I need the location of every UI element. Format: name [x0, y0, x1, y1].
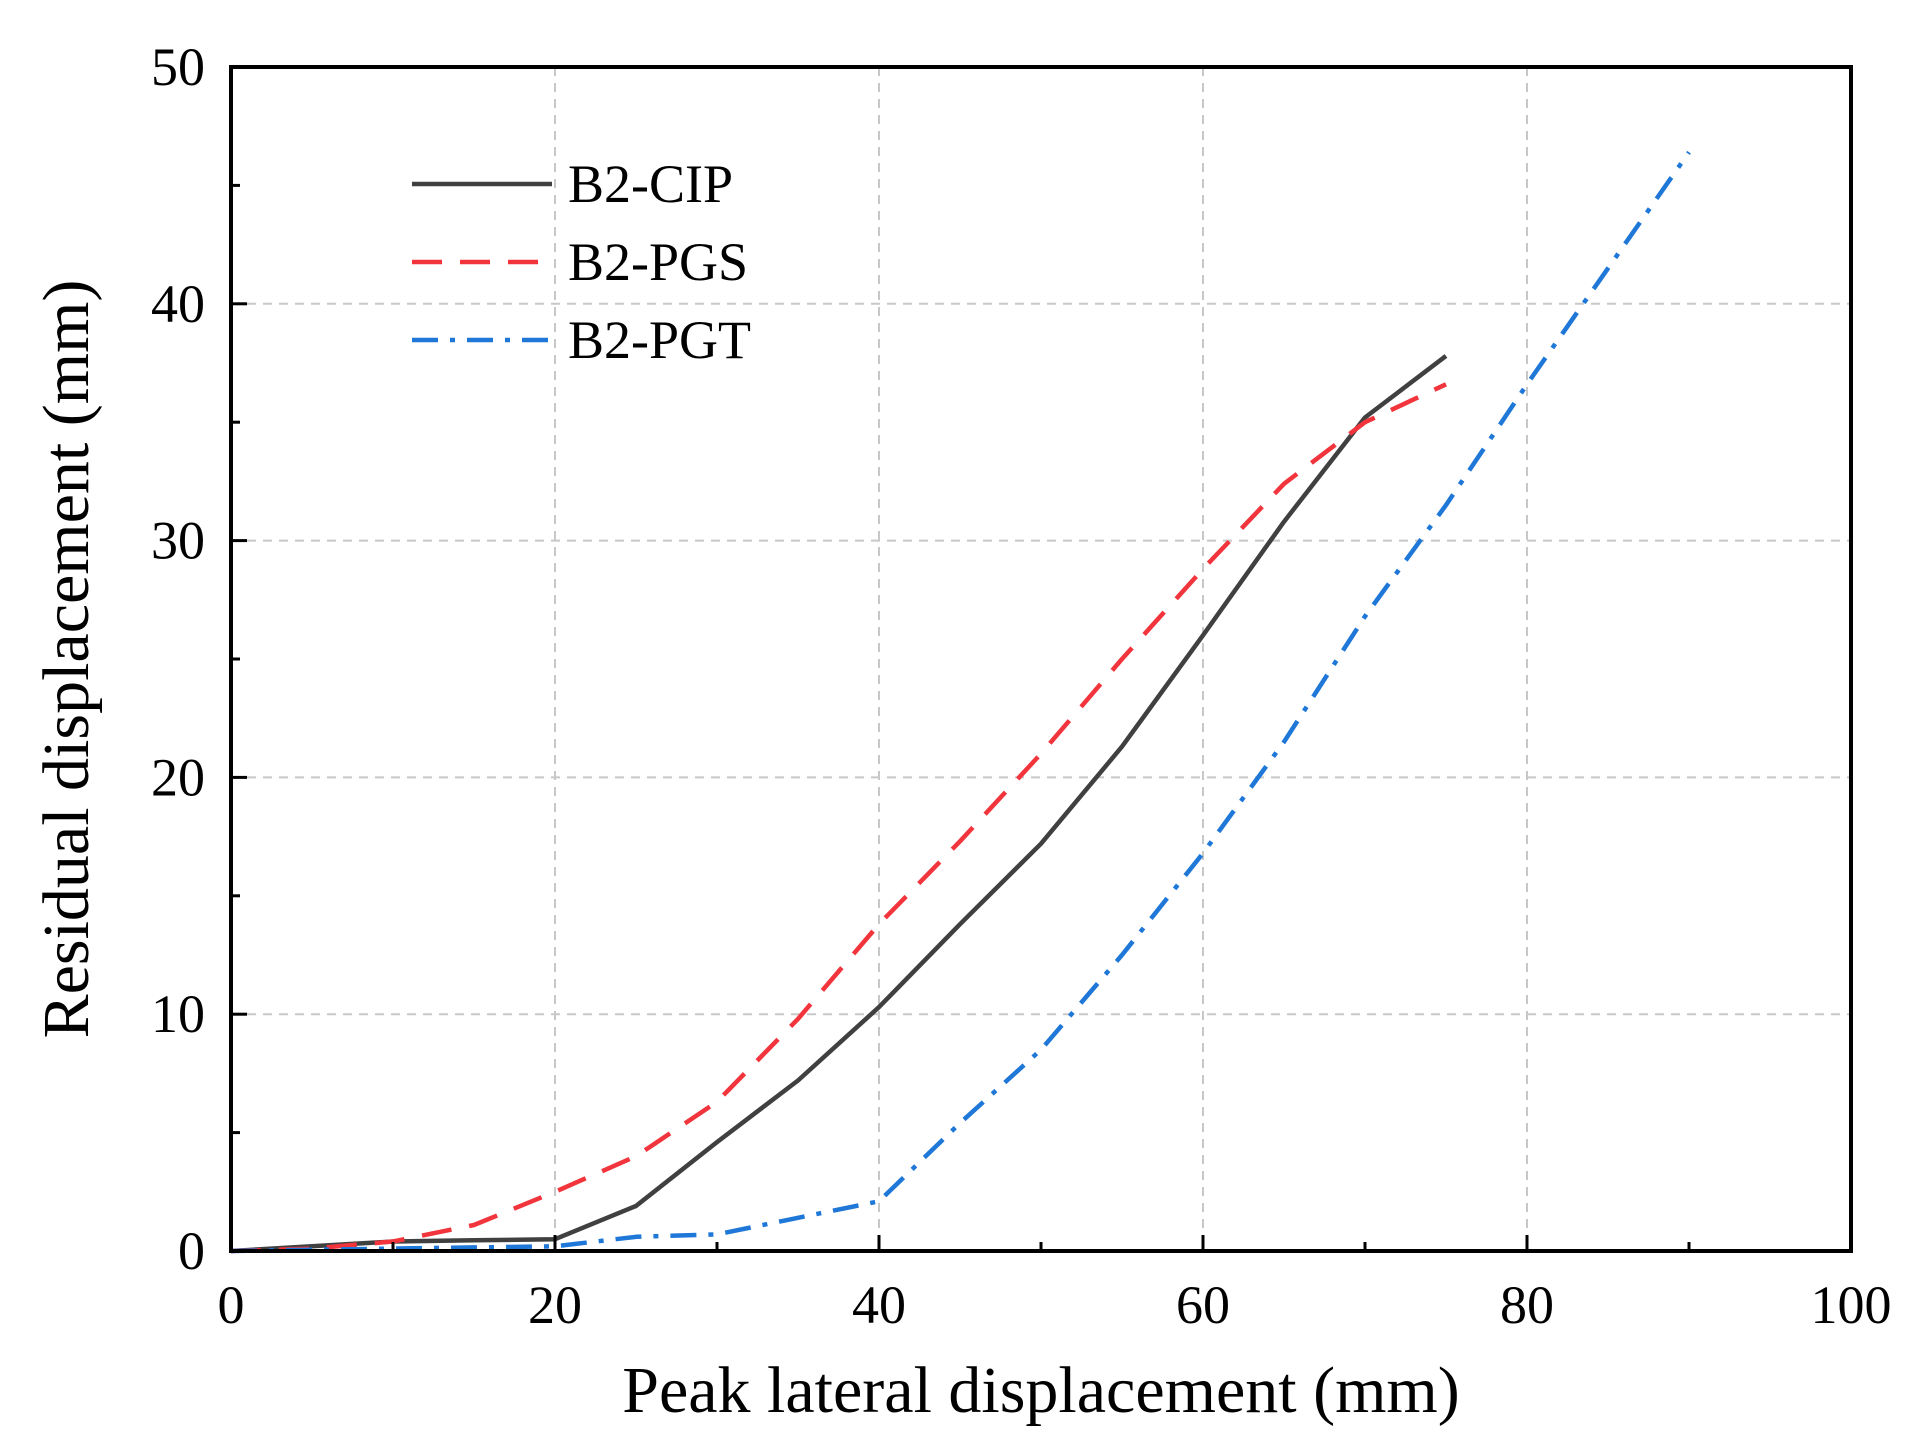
- y-tick-label: 20: [151, 747, 205, 807]
- series-line-b2-cip: [230, 354, 1448, 1254]
- x-tick-label: 80: [1500, 1275, 1554, 1335]
- tick-labels: 0 20 40 60 80 100 0 10 20 30 40 50: [151, 37, 1892, 1335]
- x-tick-label: 60: [1176, 1275, 1230, 1335]
- x-tick-label: 20: [528, 1275, 582, 1335]
- series-line-b2-pgs: [230, 382, 1447, 1254]
- legend-label: B2-CIP: [568, 154, 733, 214]
- series-line-b2-pgt: [230, 150, 1691, 1254]
- x-tick-label: 0: [218, 1275, 245, 1335]
- y-tick-label: 0: [178, 1221, 205, 1281]
- plot-frame: [229, 65, 1853, 1253]
- y-axis-title: Residual displacement (mm): [30, 280, 103, 1039]
- x-tick-label: 100: [1811, 1275, 1892, 1335]
- grid-lines: [231, 67, 1851, 1251]
- y-tick-label: 10: [151, 984, 205, 1044]
- x-tick-label: 40: [852, 1275, 906, 1335]
- legend-label: B2-PGS: [568, 232, 748, 292]
- series-lines: [230, 150, 1691, 1254]
- y-tick-label: 30: [151, 511, 205, 571]
- axis-ticks: [229, 65, 1853, 1253]
- legend-label: B2-PGT: [568, 310, 751, 370]
- y-tick-label: 50: [151, 37, 205, 97]
- y-tick-label: 40: [151, 274, 205, 334]
- legend: B2-CIP B2-PGS B2-PGT: [412, 154, 751, 370]
- x-axis-title: Peak lateral displacement (mm): [622, 1354, 1460, 1427]
